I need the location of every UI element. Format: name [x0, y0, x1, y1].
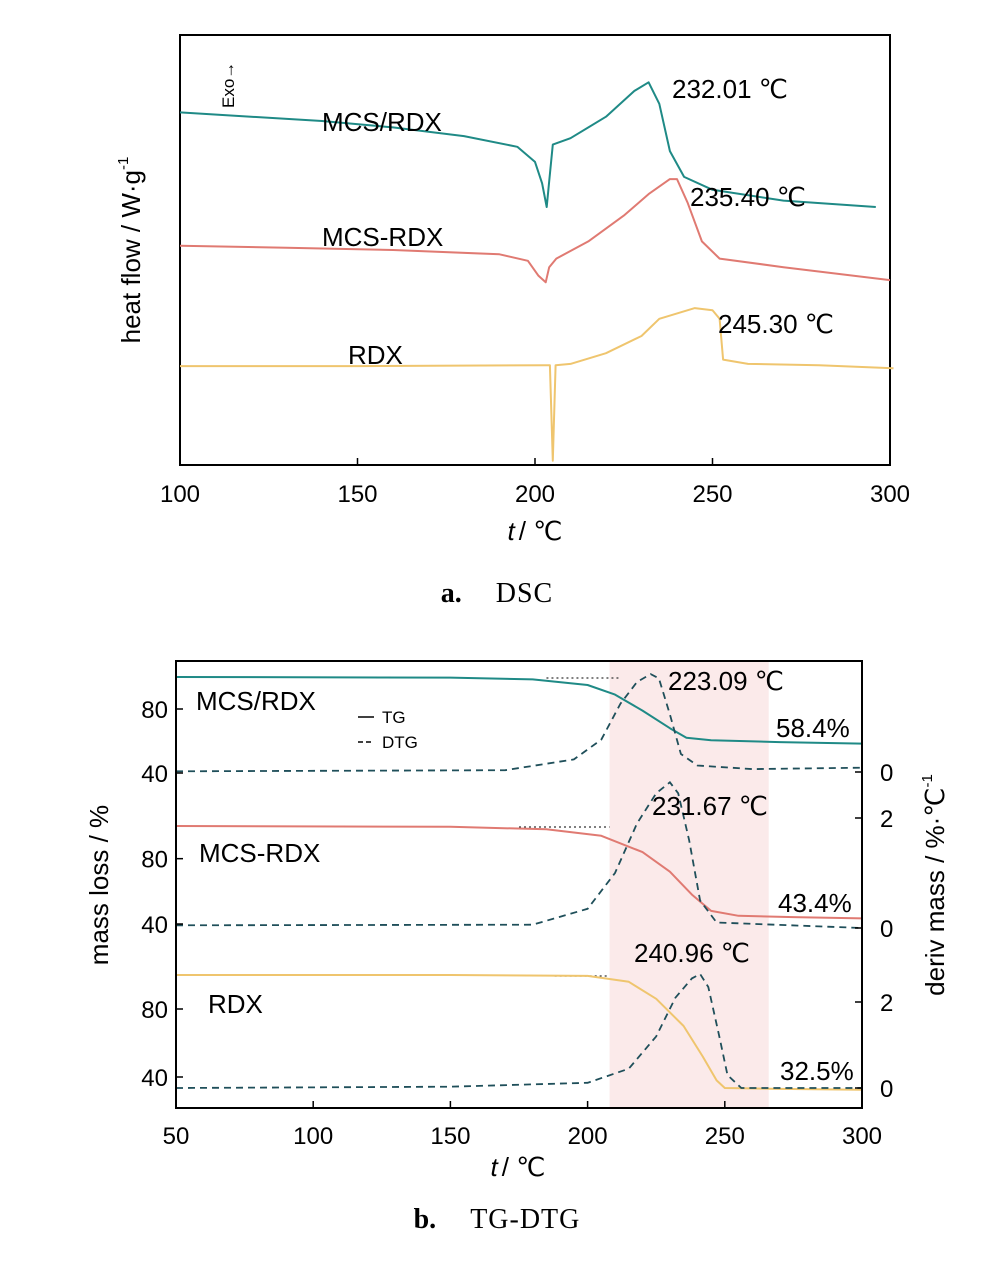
tg-peak-label-mcs-dash-rdx: 231.67 ℃: [652, 791, 768, 821]
tg-series-label-mcs-dash-rdx: MCS-RDX: [199, 838, 320, 868]
panel-b-right-tick-label: 2: [880, 990, 893, 1017]
dsc-peak-label-mcs-dash-rdx: 235.40 ℃: [690, 182, 806, 212]
svg-text:heat flow / W·g-1: heat flow / W·g-1: [115, 157, 146, 344]
tg-curve-mcs-rdx: [175, 825, 863, 920]
panel-a-y-title-text: heat flow / W·g: [116, 170, 146, 343]
tg-residue-label-mcs-slash-rdx: 58.4%: [776, 713, 850, 743]
tg-peak-label-mcs-slash-rdx: 223.09 ℃: [668, 666, 784, 696]
panel-b-left-tick-label: 40: [141, 761, 168, 788]
panel-a-x-tick-label: 250: [692, 481, 732, 508]
tg-series-label-rdx: RDX: [208, 989, 263, 1019]
tg-residue-label-rdx: 32.5%: [780, 1056, 854, 1086]
panel-a-x-tick-label: 300: [870, 481, 910, 508]
panel-a-caption: a. DSC: [441, 578, 553, 609]
tg-residue-label-mcs-dash-rdx: 43.4%: [778, 888, 852, 918]
dsc-peak-label-mcs-slash-rdx: 232.01 ℃: [672, 74, 788, 104]
panel-a-x-tick-label: 150: [337, 481, 377, 508]
panel-a-x-tick-label: 100: [160, 481, 200, 508]
panel-b-right-tick-label: 0: [880, 760, 893, 787]
panel-b-x-axis-title: t / ℃: [491, 1152, 546, 1182]
panel-b-plot-frame: [175, 660, 863, 1109]
panel-a-x-axis-title: t / ℃: [508, 516, 563, 546]
panel-b-x-tick-label: 150: [430, 1123, 470, 1150]
panel-b-right-tick-label: 0: [880, 916, 893, 943]
panel-b-x-tick-label: 300: [842, 1123, 882, 1150]
legend-dtg-label: DTG: [382, 733, 418, 752]
panel-b-tg-dtg: 50 100 150 200 250 300 80 40 0 80 40 0 2 80 40 0 2 MCS/…: [84, 660, 950, 1235]
panel-b-caption: b. TG-DTG: [414, 1204, 581, 1235]
tg-curve-mcs-rdx: [175, 676, 863, 745]
panel-b-curves: [175, 673, 863, 1091]
panel-b-left-tick-label: 40: [141, 912, 168, 939]
tg-peak-label-rdx: 240.96 ℃: [634, 938, 750, 968]
panel-a-x-tick-label: 200: [515, 481, 555, 508]
panel-b-left-axis-title: mass loss / %: [84, 805, 114, 965]
dtg-curve-rdx: [175, 972, 862, 1089]
tg-series-label-mcs-slash-rdx: MCS/RDX: [196, 686, 316, 716]
panel-a-exo-label: Exo→: [219, 62, 238, 108]
dsc-peak-label-rdx: 245.30 ℃: [718, 309, 834, 339]
panel-b-x-tick-label: 100: [293, 1123, 333, 1150]
dtg-curve-mcs-rdx: [175, 781, 863, 929]
legend-tg-label: TG: [382, 708, 406, 727]
panel-a-y-title-sup: -1: [115, 157, 132, 170]
panel-b-y-ticks: 80 40 0 80 40 0 2 80 40 0 2: [141, 697, 893, 1103]
dtg-curve-mcs-rdx: [175, 673, 863, 773]
dsc-series-label-rdx: RDX: [348, 340, 403, 370]
dsc-series-label-mcs-slash-rdx: MCS/RDX: [322, 107, 442, 137]
svg-text:deriv mass / %·℃-1: deriv mass / %·℃-1: [919, 774, 950, 996]
panel-b-right-tick-label: 0: [880, 1076, 893, 1103]
dsc-curve-rdx: [180, 307, 894, 462]
panel-b-x-ticks: 50 100 150 200 250 300: [163, 1101, 882, 1150]
panel-a-x-ticks: 100 150 200 250 300: [160, 458, 910, 508]
panel-a-dsc: 100 150 200 250 300 Exo→ MCS/RDX MCS-RDX RDX…: [115, 34, 910, 609]
panel-b-right-tick-label: 2: [880, 806, 893, 833]
panel-b-left-tick-label: 80: [141, 997, 168, 1024]
panel-b-x-tick-label: 200: [568, 1123, 608, 1150]
panel-b-right-axis-title: deriv mass / %·℃-1: [919, 774, 950, 996]
dsc-curve-mcs-rdx: [179, 81, 876, 208]
panel-a-curves: [179, 81, 894, 462]
dsc-series-label-mcs-dash-rdx: MCS-RDX: [322, 222, 443, 252]
dsc-curve-mcs-rdx: [179, 178, 891, 284]
peak-region-shading: [609, 661, 769, 1108]
panel-b-left-tick-label: 40: [141, 1065, 168, 1092]
panel-b-left-tick-label: 80: [141, 847, 168, 874]
panel-b-x-tick-label: 50: [163, 1123, 190, 1150]
panel-b-x-tick-label: 250: [705, 1123, 745, 1150]
legend: TG DTG: [358, 708, 418, 752]
panel-b-left-tick-label: 80: [141, 697, 168, 724]
panel-a-y-axis-title: heat flow / W·g-1: [115, 157, 146, 344]
